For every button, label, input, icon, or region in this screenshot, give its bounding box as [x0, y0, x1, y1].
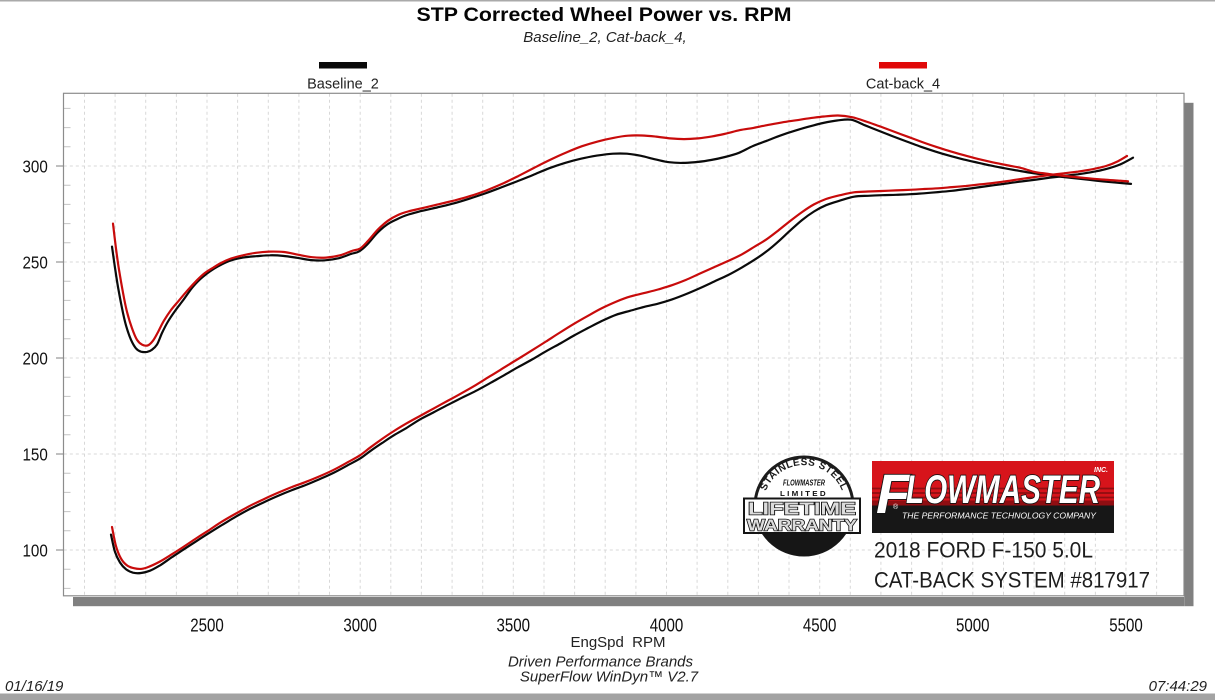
svg-text:3000: 3000: [343, 615, 377, 636]
svg-text:WARRANTY: WARRANTY: [747, 518, 858, 535]
svg-text:F: F: [876, 462, 912, 525]
svg-text:2018 FORD F-150 5.0L: 2018 FORD F-150 5.0L: [874, 538, 1093, 563]
svg-text:4500: 4500: [803, 615, 837, 636]
svg-text:150: 150: [23, 444, 48, 464]
svg-text:LOWMASTER: LOWMASTER: [906, 468, 1100, 512]
svg-text:Driven Performance Brands: Driven Performance Brands: [508, 654, 694, 671]
svg-text:LIFETIME: LIFETIME: [748, 499, 856, 519]
svg-text:250: 250: [23, 252, 48, 272]
svg-text:THE PERFORMANCE TECHNOLOGY COM: THE PERFORMANCE TECHNOLOGY COMPANY: [902, 512, 1097, 521]
svg-text:LIMITED: LIMITED: [780, 491, 828, 498]
svg-text:07:44:29: 07:44:29: [1149, 678, 1208, 695]
svg-text:Baseline_2: Baseline_2: [307, 77, 379, 93]
svg-text:Baseline_2, Cat-back_4,: Baseline_2, Cat-back_4,: [523, 29, 686, 46]
svg-text:STP Corrected Wheel Power vs.: STP Corrected Wheel Power vs. RPM: [417, 4, 792, 26]
svg-text:3500: 3500: [497, 615, 531, 636]
svg-text:EngSpd RPM: EngSpd RPM: [570, 634, 665, 651]
svg-text:4000: 4000: [650, 615, 684, 636]
svg-text:5000: 5000: [956, 615, 990, 636]
svg-text:SuperFlow WinDyn™ V2.7: SuperFlow WinDyn™ V2.7: [520, 669, 699, 686]
svg-text:INC.: INC.: [1094, 467, 1108, 474]
svg-text:CAT-BACK SYSTEM #817917: CAT-BACK SYSTEM #817917: [874, 568, 1150, 593]
svg-text:200: 200: [23, 348, 48, 368]
svg-text:®: ®: [893, 503, 899, 511]
svg-text:100: 100: [23, 540, 48, 560]
svg-text:300: 300: [23, 156, 48, 176]
svg-text:FLOWMASTER: FLOWMASTER: [783, 479, 825, 488]
svg-text:5500: 5500: [1109, 615, 1143, 636]
svg-text:2500: 2500: [190, 615, 224, 636]
svg-text:Cat-back_4: Cat-back_4: [866, 77, 940, 93]
svg-text:01/16/19: 01/16/19: [5, 678, 64, 695]
